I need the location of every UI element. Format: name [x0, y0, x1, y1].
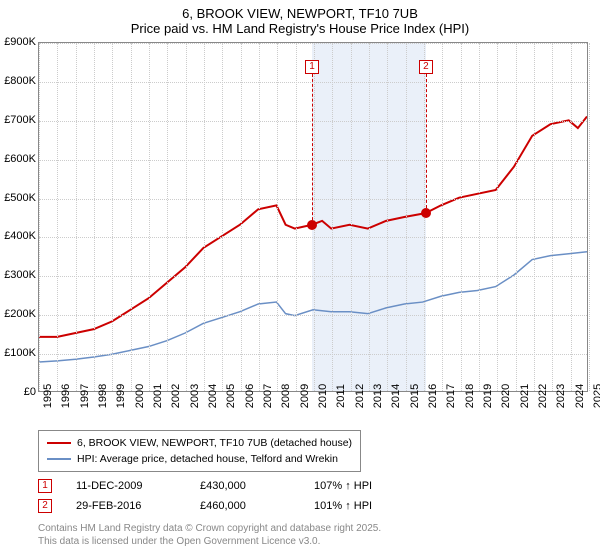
- xtick-label: 2000: [134, 384, 146, 408]
- chart-data-point: [307, 220, 317, 230]
- xtick-label: 1998: [97, 384, 109, 408]
- footer: Contains HM Land Registry data © Crown c…: [38, 522, 381, 548]
- xtick-label: 2002: [170, 384, 182, 408]
- legend-item-hpi: HPI: Average price, detached house, Telf…: [47, 451, 352, 467]
- xtick-label: 2008: [280, 384, 292, 408]
- xtick-label: 2016: [427, 384, 439, 408]
- chart-marker-line: [312, 74, 313, 225]
- xtick-label: 2024: [574, 384, 586, 408]
- xtick-label: 2014: [390, 384, 402, 408]
- chart-marker-line: [426, 74, 427, 213]
- xtick-label: 1996: [60, 384, 72, 408]
- legend-swatch-icon: [47, 442, 71, 444]
- xtick-label: 2004: [207, 384, 219, 408]
- xtick-label: 2006: [244, 384, 256, 408]
- xtick-label: 2012: [354, 384, 366, 408]
- sale-hpi: 101% ↑ HPI: [314, 500, 404, 512]
- footer-license: This data is licensed under the Open Gov…: [38, 535, 381, 548]
- chart-marker-box: 1: [305, 60, 319, 74]
- sale-marker-icon: 1: [38, 479, 52, 493]
- title-block: 6, BROOK VIEW, NEWPORT, TF10 7UB Price p…: [0, 0, 600, 38]
- legend-label: HPI: Average price, detached house, Telf…: [77, 453, 338, 465]
- xtick-label: 1999: [115, 384, 127, 408]
- xtick-label: 2009: [299, 384, 311, 408]
- sale-marker-icon: 2: [38, 499, 52, 513]
- xtick-label: 2011: [335, 384, 347, 408]
- xtick-label: 2020: [500, 384, 512, 408]
- sale-date: 29-FEB-2016: [76, 500, 176, 512]
- title-subtitle: Price paid vs. HM Land Registry's House …: [0, 21, 600, 36]
- xtick-label: 2001: [152, 384, 164, 408]
- ytick-label: £200K: [0, 308, 36, 320]
- xtick-label: 2025: [592, 384, 600, 408]
- chart-container: 6, BROOK VIEW, NEWPORT, TF10 7UB Price p…: [0, 0, 600, 560]
- xtick-label: 2005: [225, 384, 237, 408]
- xtick-label: 1995: [42, 384, 54, 408]
- xtick-label: 2015: [409, 384, 421, 408]
- xtick-label: 2019: [482, 384, 494, 408]
- chart-data-point: [421, 208, 431, 218]
- xtick-label: 2023: [555, 384, 567, 408]
- legend: 6, BROOK VIEW, NEWPORT, TF10 7UB (detach…: [38, 430, 361, 472]
- ytick-label: £0: [0, 386, 36, 398]
- ytick-label: £500K: [0, 192, 36, 204]
- xtick-label: 2013: [372, 384, 384, 408]
- footer-copyright: Contains HM Land Registry data © Crown c…: [38, 522, 381, 535]
- ytick-label: £100K: [0, 347, 36, 359]
- legend-item-property: 6, BROOK VIEW, NEWPORT, TF10 7UB (detach…: [47, 435, 352, 451]
- ytick-label: £400K: [0, 230, 36, 242]
- chart-marker-box: 2: [419, 60, 433, 74]
- sale-row: 1 11-DEC-2009 £430,000 107% ↑ HPI: [38, 476, 404, 496]
- xtick-label: 2003: [189, 384, 201, 408]
- ytick-label: £900K: [0, 36, 36, 48]
- xtick-label: 2018: [464, 384, 476, 408]
- xtick-label: 1997: [79, 384, 91, 408]
- sale-row: 2 29-FEB-2016 £460,000 101% ↑ HPI: [38, 496, 404, 516]
- sale-date: 11-DEC-2009: [76, 480, 176, 492]
- xtick-label: 2021: [519, 384, 531, 408]
- ytick-label: £300K: [0, 269, 36, 281]
- sale-price: £430,000: [200, 480, 290, 492]
- ytick-label: £700K: [0, 114, 36, 126]
- xtick-label: 2017: [445, 384, 457, 408]
- ytick-label: £600K: [0, 153, 36, 165]
- xtick-label: 2007: [262, 384, 274, 408]
- xtick-label: 2010: [317, 384, 329, 408]
- sale-hpi: 107% ↑ HPI: [314, 480, 404, 492]
- legend-label: 6, BROOK VIEW, NEWPORT, TF10 7UB (detach…: [77, 437, 352, 449]
- ytick-label: £800K: [0, 75, 36, 87]
- title-address: 6, BROOK VIEW, NEWPORT, TF10 7UB: [0, 6, 600, 21]
- legend-swatch-icon: [47, 458, 71, 460]
- sale-price: £460,000: [200, 500, 290, 512]
- sale-rows: 1 11-DEC-2009 £430,000 107% ↑ HPI 2 29-F…: [38, 476, 404, 516]
- xtick-label: 2022: [537, 384, 549, 408]
